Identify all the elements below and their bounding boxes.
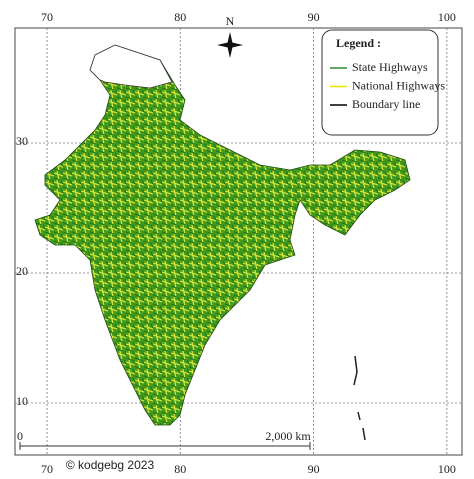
legend-label: State Highways: [352, 60, 428, 74]
scale-end: 2,000 km: [265, 429, 311, 443]
longitude-label: 90: [308, 462, 320, 476]
longitude-label: 100: [438, 462, 456, 476]
legend-label: National Highways: [352, 78, 445, 92]
longitude-label: 90: [308, 10, 320, 24]
longitude-label: 70: [41, 10, 53, 24]
legend-items: State Highways National Highways Boundary …: [330, 60, 445, 111]
latitude-label: 30: [16, 134, 28, 148]
map-frame: [14, 27, 463, 456]
india: [34, 44, 411, 426]
latitude-label: 10: [16, 394, 28, 408]
longitude-label: 70: [41, 462, 53, 476]
latitude-label: 20: [16, 264, 28, 278]
scale-start: 0: [17, 429, 23, 443]
credit: © kodgebg 2023: [66, 458, 155, 472]
longitude-label: 80: [174, 462, 186, 476]
north-arrow: [217, 32, 243, 58]
north-region: [89, 44, 173, 89]
legend-box: [321, 29, 439, 136]
legend-title: Legend :: [336, 36, 381, 50]
legend-label: Boundary line: [352, 97, 420, 111]
north-label: N: [226, 14, 235, 28]
longitude-label: 100: [438, 10, 456, 24]
islands: [353, 355, 366, 441]
longitude-label: 80: [174, 10, 186, 24]
